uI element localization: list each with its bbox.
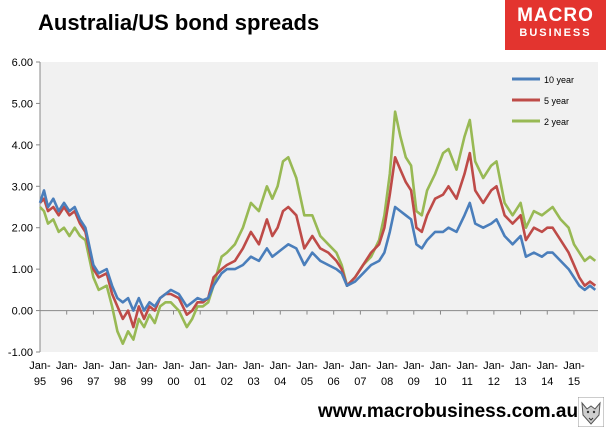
wolf-logo-icon: [578, 397, 604, 427]
chart-title: Australia/US bond spreads: [38, 10, 320, 35]
series-line-5-year: [39, 151, 597, 329]
logo-line-2: BUSINESS: [519, 27, 592, 39]
footer-url: www.macrobusiness.com.au: [318, 401, 579, 422]
series-line-10-year: [38, 189, 597, 312]
x-tick-label: Jan-00: [163, 360, 185, 388]
line-chart: -1.000.001.002.003.004.005.006.00Jan-95J…: [8, 57, 598, 388]
y-tick-label: 1.00: [12, 264, 33, 276]
x-tick-label: Jan-01: [189, 360, 211, 388]
x-tick-label: Jan-06: [323, 360, 345, 388]
legend-label: 10 year: [544, 75, 574, 85]
logo-line-1: MACRO: [517, 5, 594, 26]
y-tick-label: 4.00: [12, 140, 33, 152]
x-tick-label: Jan-12: [483, 360, 505, 388]
y-tick-label: -1.00: [8, 347, 33, 359]
macrobusiness-logo: MACRO BUSINESS: [505, 0, 606, 50]
x-tick-label: Jan-11: [456, 360, 478, 388]
x-tick-label: Jan-07: [350, 360, 372, 388]
series-line-2-year: [39, 110, 597, 345]
x-tick-label: Jan-02: [216, 360, 238, 388]
x-tick-label: Jan-99: [136, 360, 158, 388]
legend-label: 2 year: [544, 117, 569, 127]
x-tick-label: Jan-97: [83, 360, 105, 388]
x-tick-label: Jan-14: [537, 360, 559, 388]
x-tick-label: Jan-13: [510, 360, 532, 388]
x-tick-label: Jan-98: [109, 360, 131, 388]
y-tick-label: 6.00: [12, 57, 33, 69]
x-tick-label: Jan-10: [430, 360, 452, 388]
legend-label: 5 year: [544, 96, 569, 106]
x-tick-label: Jan-96: [56, 360, 78, 388]
x-tick-label: Jan-05: [296, 360, 318, 388]
x-tick-label: Jan-15: [563, 360, 585, 388]
x-tick-label: Jan-08: [376, 360, 398, 388]
x-tick-label: Jan-09: [403, 360, 425, 388]
y-tick-label: 5.00: [12, 98, 33, 110]
x-tick-label: Jan-04: [270, 360, 292, 388]
y-tick-label: 2.00: [12, 223, 33, 235]
plot-area: [40, 62, 598, 352]
y-tick-label: 0.00: [12, 306, 33, 318]
x-tick-label: Jan-95: [29, 360, 51, 388]
x-tick-label: Jan-03: [243, 360, 265, 388]
y-tick-label: 3.00: [12, 181, 33, 193]
